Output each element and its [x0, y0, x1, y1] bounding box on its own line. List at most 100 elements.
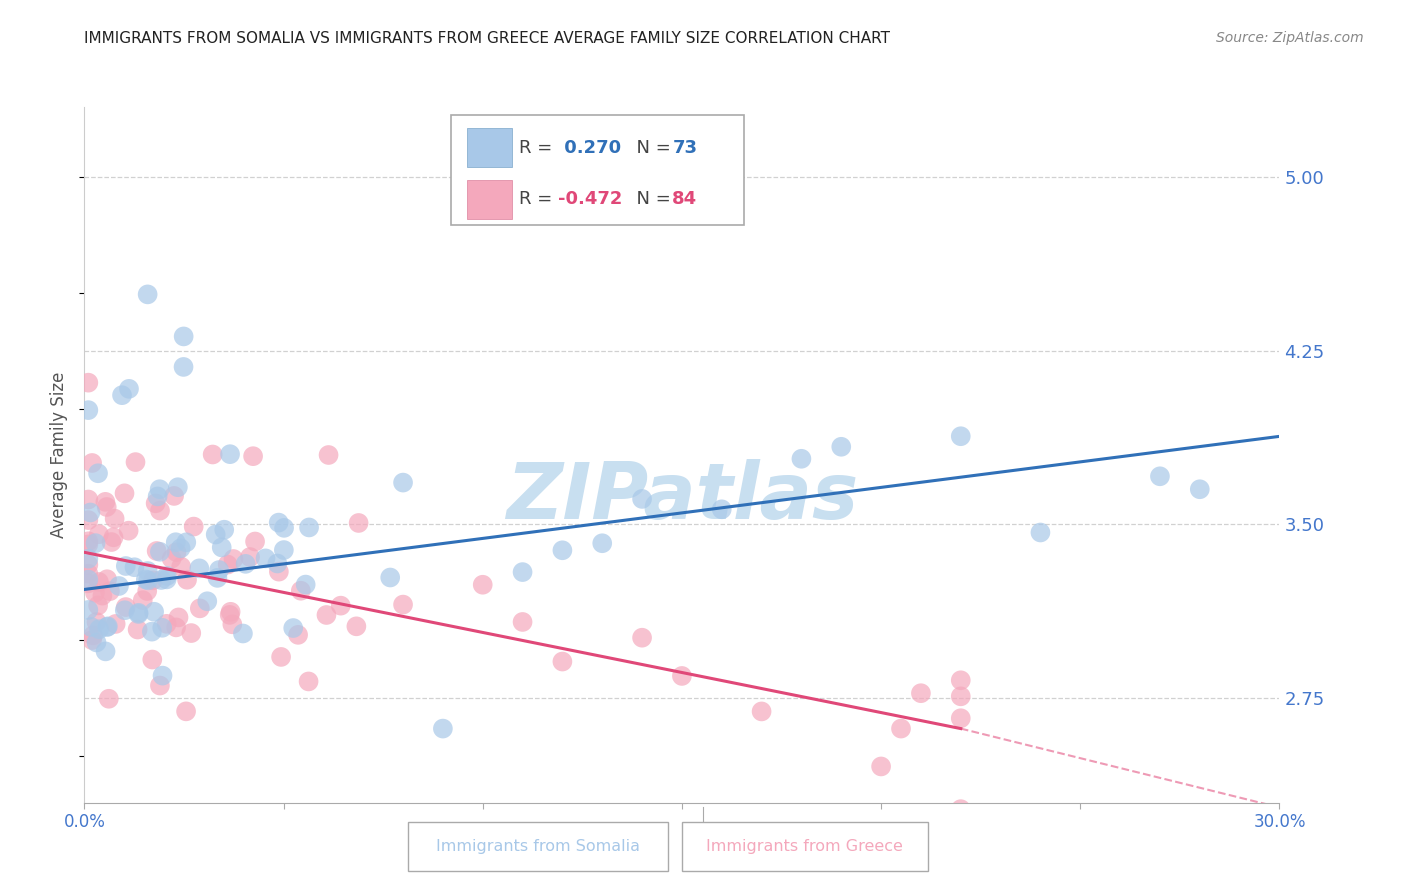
Point — [870, 759, 893, 773]
Text: R =: R = — [519, 138, 558, 157]
Point — [150, 621, 173, 635]
Point — [136, 574, 159, 588]
Point — [1029, 525, 1052, 540]
Point — [790, 451, 813, 466]
Point — [211, 541, 233, 555]
Point — [108, 579, 131, 593]
Point — [710, 502, 733, 516]
Point — [949, 802, 972, 816]
Point — [167, 610, 190, 624]
Point — [150, 573, 173, 587]
Point — [180, 626, 202, 640]
Point — [512, 565, 534, 579]
Point — [77, 403, 100, 417]
Text: R =: R = — [519, 190, 558, 208]
Point — [273, 543, 295, 558]
Point — [222, 552, 245, 566]
Point — [84, 536, 107, 550]
Point — [188, 601, 211, 615]
Point — [208, 563, 231, 577]
Point — [136, 564, 159, 578]
Point — [219, 447, 242, 461]
Point — [1188, 482, 1211, 496]
Point — [188, 561, 211, 575]
Point — [290, 583, 312, 598]
Text: N =: N = — [624, 190, 676, 208]
Point — [471, 578, 494, 592]
Point — [77, 558, 100, 572]
Point — [204, 527, 226, 541]
Point — [174, 704, 197, 718]
Point — [104, 511, 127, 525]
Point — [77, 492, 100, 507]
Point — [77, 513, 100, 527]
Point — [77, 573, 100, 587]
Point — [166, 545, 188, 559]
Point — [77, 551, 100, 566]
Point — [165, 535, 187, 549]
Point — [96, 500, 118, 514]
Point — [79, 506, 101, 520]
Point — [84, 585, 107, 599]
Point — [149, 482, 172, 496]
Point — [297, 674, 319, 689]
Point — [201, 448, 224, 462]
Point — [174, 535, 197, 549]
Text: -0.472: -0.472 — [558, 190, 621, 208]
Point — [949, 429, 972, 443]
Point — [114, 559, 136, 574]
Point — [82, 628, 104, 642]
Point — [89, 622, 111, 636]
Point — [551, 655, 574, 669]
Point — [80, 620, 103, 634]
Text: Immigrants from Somalia: Immigrants from Somalia — [436, 839, 640, 855]
Point — [77, 534, 100, 549]
Text: 73: 73 — [672, 138, 697, 157]
Point — [149, 503, 172, 517]
Point — [671, 669, 693, 683]
Point — [221, 617, 243, 632]
Point — [152, 668, 174, 682]
Point — [315, 607, 337, 622]
Point — [97, 691, 120, 706]
Point — [380, 570, 402, 584]
Y-axis label: Average Family Size: Average Family Size — [51, 372, 69, 538]
Point — [160, 551, 183, 566]
Point — [156, 569, 179, 583]
Point — [156, 573, 179, 587]
Text: 0.270: 0.270 — [558, 138, 620, 157]
Point — [217, 558, 239, 572]
Point — [949, 673, 972, 688]
Point — [298, 520, 321, 534]
Point — [254, 551, 277, 566]
Point — [82, 456, 104, 470]
Point — [136, 584, 159, 599]
Point — [94, 644, 117, 658]
Point — [146, 490, 169, 504]
Point — [77, 603, 100, 617]
Point — [124, 455, 146, 469]
Point — [142, 574, 165, 588]
Point — [166, 480, 188, 494]
Point — [77, 576, 100, 591]
Point — [156, 616, 179, 631]
Point — [270, 649, 292, 664]
Point — [173, 359, 195, 374]
Point — [87, 574, 110, 589]
FancyBboxPatch shape — [408, 822, 668, 871]
Point — [163, 489, 186, 503]
Point — [86, 615, 108, 629]
Point — [173, 329, 195, 343]
Point — [751, 705, 773, 719]
Point — [294, 577, 316, 591]
Point — [149, 545, 172, 559]
Point — [910, 686, 932, 700]
Point — [87, 467, 110, 481]
Point — [91, 589, 114, 603]
FancyBboxPatch shape — [467, 179, 512, 219]
Point — [96, 620, 118, 634]
Point — [132, 593, 155, 607]
Point — [165, 620, 187, 634]
FancyBboxPatch shape — [682, 822, 928, 871]
Point — [232, 626, 254, 640]
